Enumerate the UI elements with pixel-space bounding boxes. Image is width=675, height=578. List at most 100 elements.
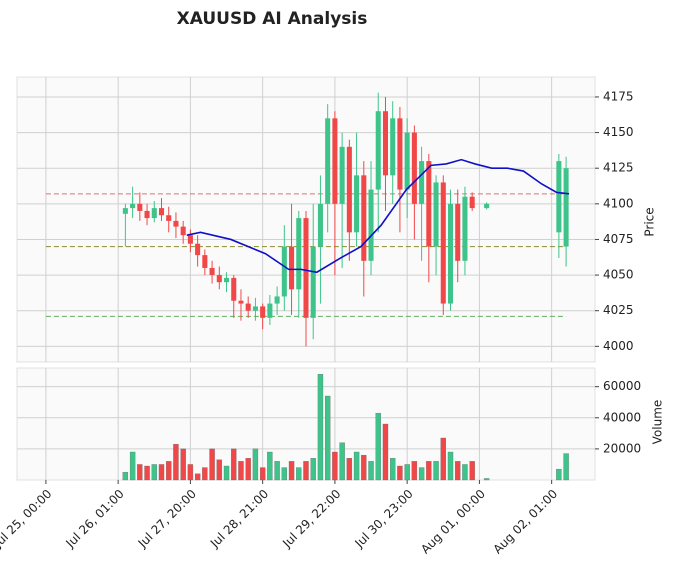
candle-body (209, 267, 215, 276)
x-tick-label: Aug 02, 01:00 (490, 487, 560, 557)
candle-body (296, 218, 302, 290)
sma-line (186, 158, 570, 274)
y2-tick-label: 60000 (603, 379, 641, 393)
y2-tick-label: 40000 (603, 410, 641, 424)
candle-body (130, 203, 136, 209)
y2-axis-label: Volume (651, 400, 665, 445)
candle-body (325, 118, 331, 204)
volume-bar (375, 412, 381, 481)
volume-bar (209, 448, 215, 481)
x-tick-label: Jul 30, 23:00 (352, 487, 416, 551)
volume-bar (455, 461, 461, 481)
volume-bar (194, 473, 201, 481)
y-tick-label: 4075 (603, 232, 634, 246)
volume-bar (462, 464, 468, 481)
candle-body (303, 218, 309, 318)
x-tick-label: Jul 25, 00:00 (0, 487, 54, 551)
candle-body (462, 196, 468, 261)
candle-body (426, 161, 432, 247)
volume-bar (231, 448, 237, 481)
y-tick-label: 4025 (603, 303, 634, 317)
candle-body (484, 203, 490, 209)
volume-bar (426, 461, 432, 481)
candle-body (166, 215, 172, 221)
volume-bar (274, 461, 280, 481)
x-tick-label: Jul 29, 22:00 (279, 487, 343, 551)
candle-body (202, 255, 208, 268)
volume-bar (151, 464, 157, 481)
candle-body (375, 111, 381, 190)
volume-bar (173, 444, 179, 481)
chart-title: XAUUSD AI Analysis (177, 9, 368, 29)
volume-bar (483, 478, 490, 481)
volume-bar (469, 461, 475, 481)
candle-body (281, 246, 287, 297)
candle-body (332, 118, 338, 204)
candle-body (252, 306, 258, 311)
candle-body (187, 235, 193, 244)
candle-body (317, 203, 323, 247)
candle-body (231, 277, 237, 301)
candle-body (151, 208, 157, 219)
volume-bar (288, 461, 295, 481)
volume-bar (129, 451, 136, 481)
volume-bar (368, 461, 374, 481)
volume-bar (346, 458, 353, 481)
candle-body (447, 203, 454, 304)
volume-bar (259, 467, 266, 481)
candle-body (310, 246, 316, 318)
candle-body (440, 182, 446, 304)
volume-bar (397, 465, 403, 481)
candle-body (137, 203, 143, 211)
volume-bar (411, 461, 418, 481)
volume-bar (122, 472, 129, 481)
volume-bar (361, 454, 367, 481)
x-tick-label: Jul 27, 20:00 (135, 487, 199, 551)
volume-bar (252, 448, 259, 481)
volume-bar (158, 464, 165, 481)
volume-bar (433, 461, 439, 481)
y-tick-label: 4175 (603, 89, 634, 103)
candle-body (223, 277, 230, 283)
volume-bar (137, 464, 143, 481)
candle-body (339, 146, 345, 204)
candle-body (260, 306, 266, 318)
y2-tick-label: 20000 (603, 441, 641, 455)
candle-body (144, 210, 150, 219)
volume-bar (447, 451, 454, 481)
volume-bar (296, 467, 302, 481)
volume-bar (180, 448, 186, 481)
candle-body (289, 246, 295, 290)
volume-bar (144, 465, 150, 481)
y-tick-label: 4150 (603, 125, 634, 139)
candle-body (390, 118, 396, 176)
volume-bar (440, 437, 446, 481)
volume-bar (223, 465, 230, 481)
candle-body (411, 132, 417, 204)
volume-bar (238, 461, 244, 481)
candle-body (368, 189, 374, 261)
volume-bar (418, 467, 425, 481)
volume-bar (187, 464, 194, 481)
candle-body (354, 175, 360, 233)
volume-bar (339, 442, 345, 481)
candle-body (563, 168, 569, 247)
volume-bar (281, 467, 288, 481)
y-axis-label: Price (643, 207, 657, 236)
candle-body (556, 161, 562, 233)
y-tick-label: 4050 (603, 268, 634, 282)
volume-bar (245, 458, 251, 481)
candle-body (180, 226, 186, 236)
volume-bar (324, 395, 331, 481)
volume-bar (310, 458, 316, 481)
candle-body (397, 118, 403, 190)
volume-bar (202, 467, 208, 481)
volume-bar (332, 451, 338, 481)
volume-bar (166, 461, 172, 481)
volume-bar (556, 468, 562, 481)
y-tick-label: 4125 (603, 161, 634, 175)
candle-body (382, 111, 389, 176)
candle-body (361, 175, 367, 261)
candle-body (346, 146, 352, 233)
